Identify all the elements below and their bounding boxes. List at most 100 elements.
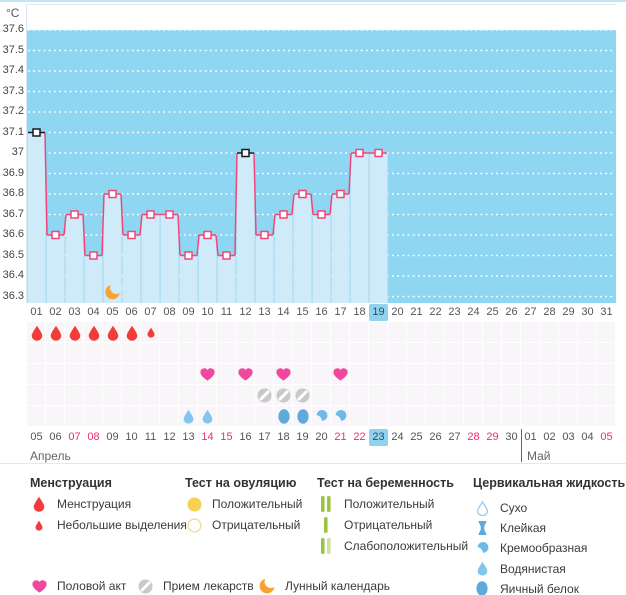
drop-watery-icon <box>202 409 213 424</box>
y-tick-label: 36.3 <box>2 289 24 302</box>
oval-eggwhite-icon <box>473 581 491 595</box>
pill-icon <box>136 579 154 594</box>
calendar-date-14[interactable]: 14 <box>201 431 214 443</box>
cycle-day-16[interactable]: 16 <box>315 306 328 318</box>
drop-watery-icon <box>473 561 491 576</box>
calendar-date-06[interactable]: 06 <box>49 431 62 443</box>
month-label: Май <box>527 449 551 463</box>
temperature-plot[interactable] <box>26 4 616 303</box>
legend-section-title: Тест на овуляцию <box>185 476 297 490</box>
calendar-date-23[interactable]: 23 <box>369 429 388 446</box>
cycle-day-31[interactable]: 31 <box>600 306 613 318</box>
cycle-day-09[interactable]: 09 <box>182 306 195 318</box>
drop-watery-icon <box>183 409 194 424</box>
cycle-day-10[interactable]: 10 <box>201 306 214 318</box>
calendar-date-25[interactable]: 25 <box>410 431 423 443</box>
cycle-day-22[interactable]: 22 <box>429 306 442 318</box>
legend-item-label: Слабоположительный <box>344 539 469 553</box>
heart-icon <box>333 368 348 381</box>
top-border-line <box>0 0 626 2</box>
calendar-date-08[interactable]: 08 <box>87 431 100 443</box>
drop-red-large-icon <box>69 325 81 341</box>
legend-item-label: Кремообразная <box>500 541 588 556</box>
drop-red-large-icon <box>31 325 43 341</box>
cycle-day-04[interactable]: 04 <box>87 306 100 318</box>
cycle-day-21[interactable]: 21 <box>410 306 423 318</box>
y-tick-label: 36.8 <box>2 187 24 199</box>
calendar-date-19[interactable]: 19 <box>296 431 309 443</box>
cycle-day-13[interactable]: 13 <box>258 306 271 318</box>
cycle-day-01[interactable]: 01 <box>30 306 43 318</box>
calendar-date-22[interactable]: 22 <box>353 431 366 443</box>
legend-item: Сухо <box>473 498 527 518</box>
calendar-date-07[interactable]: 07 <box>68 431 81 443</box>
one-green-bar-icon <box>317 517 335 533</box>
temperature-unit-label: °C <box>6 6 20 20</box>
calendar-date-02[interactable]: 02 <box>543 431 556 443</box>
cycle-day-17[interactable]: 17 <box>334 306 347 318</box>
cycle-day-19[interactable]: 19 <box>369 304 388 321</box>
legend-divider <box>0 463 626 464</box>
calendar-date-27[interactable]: 27 <box>448 431 461 443</box>
calendar-date-11[interactable]: 11 <box>144 431 157 443</box>
calendar-date-20[interactable]: 20 <box>315 431 328 443</box>
cycle-day-07[interactable]: 07 <box>144 306 157 318</box>
cycle-day-11[interactable]: 11 <box>220 306 233 318</box>
calendar-date-16[interactable]: 16 <box>239 431 252 443</box>
cycle-day-30[interactable]: 30 <box>581 306 594 318</box>
calendar-date-21[interactable]: 21 <box>334 431 347 443</box>
cycle-day-27[interactable]: 27 <box>524 306 537 318</box>
cycle-day-05[interactable]: 05 <box>106 306 119 318</box>
calendar-date-09[interactable]: 09 <box>106 431 119 443</box>
cycle-day-15[interactable]: 15 <box>296 306 309 318</box>
calendar-date-15[interactable]: 15 <box>220 431 233 443</box>
y-tick-label: 37.1 <box>2 125 24 138</box>
cycle-day-06[interactable]: 06 <box>125 306 138 318</box>
oval-eggwhite-icon <box>277 409 290 424</box>
calendar-date-24[interactable]: 24 <box>391 431 404 443</box>
cycle-day-12[interactable]: 12 <box>239 306 252 318</box>
calendar-date-03[interactable]: 03 <box>562 431 575 443</box>
cycle-day-28[interactable]: 28 <box>543 306 556 318</box>
calendar-date-18[interactable]: 18 <box>277 431 290 443</box>
calendar-date-04[interactable]: 04 <box>581 431 594 443</box>
calendar-date-12[interactable]: 12 <box>163 431 176 443</box>
legend-item-label: Половой акт <box>57 579 127 593</box>
month-divider-line <box>521 429 522 462</box>
calendar-date-05[interactable]: 05 <box>30 431 43 443</box>
calendar-date-26[interactable]: 26 <box>429 431 442 443</box>
cycle-day-08[interactable]: 08 <box>163 306 176 318</box>
y-tick-label: 36.6 <box>2 228 24 240</box>
legend-item-label: Водянистая <box>500 561 566 576</box>
calendar-date-10[interactable]: 10 <box>125 431 138 443</box>
y-tick-label: 37.2 <box>2 105 24 117</box>
calendar-date-30[interactable]: 30 <box>505 431 518 443</box>
calendar-date-29[interactable]: 29 <box>486 431 499 443</box>
cycle-day-03[interactable]: 03 <box>68 306 81 318</box>
cycle-day-24[interactable]: 24 <box>467 306 480 318</box>
cycle-day-25[interactable]: 25 <box>486 306 499 318</box>
legend-item: Небольшие выделения <box>30 515 187 535</box>
cycle-day-26[interactable]: 26 <box>505 306 518 318</box>
legend-item-label: Менструация <box>57 497 132 511</box>
calendar-date-13[interactable]: 13 <box>182 431 195 443</box>
cycle-day-23[interactable]: 23 <box>448 306 461 318</box>
legend-item: Отрицательный <box>185 515 300 535</box>
cycle-day-18[interactable]: 18 <box>353 306 366 318</box>
cycle-day-02[interactable]: 02 <box>49 306 62 318</box>
cycle-day-14[interactable]: 14 <box>277 306 290 318</box>
y-axis-tick-labels: 37.6 37.5 37.4 37.3 37.2 37.1 37 36.9 36.8 36.7 36… <box>0 0 26 303</box>
drop-red-large-icon <box>126 325 138 341</box>
calendar-date-05[interactable]: 05 <box>600 431 613 443</box>
calendar-date-01[interactable]: 01 <box>524 431 537 443</box>
calendar-date-17[interactable]: 17 <box>258 431 271 443</box>
legend-item: Половой акт <box>30 576 126 595</box>
month-label: Апрель <box>30 449 71 463</box>
cycle-day-20[interactable]: 20 <box>391 306 404 318</box>
legend-section-title: Тест на беременность <box>317 476 454 490</box>
pill-icon <box>276 388 291 403</box>
cycle-day-29[interactable]: 29 <box>562 306 575 318</box>
legend-item-label: Отрицательный <box>212 518 301 532</box>
calendar-date-28[interactable]: 28 <box>467 431 480 443</box>
legend-item-label: Лунный календарь <box>285 579 391 593</box>
